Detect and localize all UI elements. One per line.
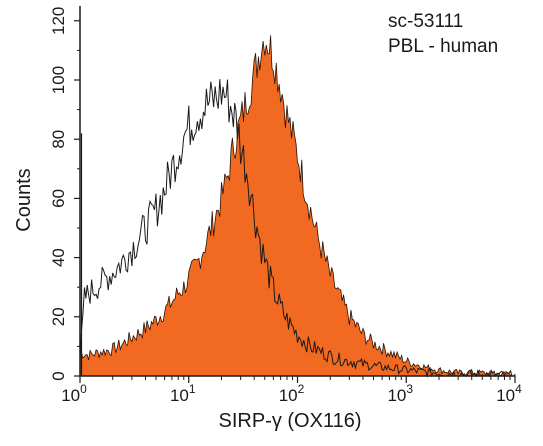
y-tick-label: 120 (49, 7, 68, 35)
x-ticks: 100 101 102 103 104 (61, 376, 522, 405)
annotation-line-2: PBL - human (388, 36, 498, 57)
y-tick-label: 20 (49, 307, 68, 326)
x-axis-label-main: SIRP-γ (218, 410, 281, 432)
y-tick-label: 100 (49, 66, 68, 94)
annotation-line-1: sc-53111 (388, 11, 463, 32)
filled-histogram-series (79, 35, 516, 377)
y-tick-label: 60 (49, 189, 68, 208)
x-tick-base: 10 (170, 386, 189, 405)
x-tick-label: 100 (61, 382, 87, 405)
x-tick-exponent: 4 (515, 382, 522, 396)
x-tick-label: 101 (170, 382, 196, 405)
x-tick-base: 10 (387, 386, 406, 405)
y-ticks: 0 20 40 60 80 100 120 (49, 7, 80, 381)
x-axis-label-suffix: (OX116) (287, 410, 361, 432)
x-tick-base: 10 (496, 386, 515, 405)
y-tick-label: 0 (49, 371, 68, 380)
series-layer (79, 35, 516, 378)
y-tick-label: 40 (49, 248, 68, 267)
y-tick-label: 80 (49, 130, 68, 149)
x-tick-exponent: 0 (80, 382, 87, 396)
plot-area (79, 6, 516, 378)
x-tick-base: 10 (279, 386, 298, 405)
x-tick-label: 102 (279, 382, 305, 405)
x-tick-label: 104 (496, 382, 522, 405)
y-axis-label: Counts (13, 168, 35, 231)
x-axis-label: SIRP-γ (OX116) (218, 410, 361, 432)
x-tick-label: 103 (387, 382, 413, 405)
x-tick-exponent: 3 (406, 382, 413, 396)
x-tick-exponent: 1 (189, 382, 196, 396)
x-tick-exponent: 2 (298, 382, 305, 396)
x-tick-base: 10 (61, 386, 80, 405)
